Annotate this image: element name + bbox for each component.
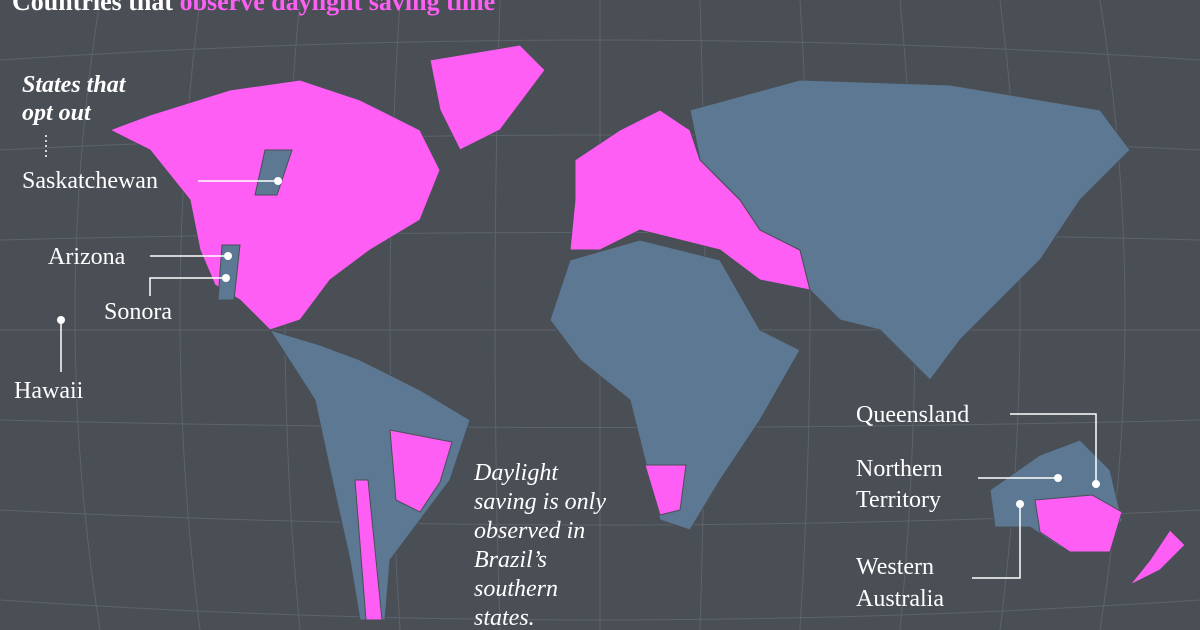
- note-line: states.: [474, 605, 535, 630]
- label-saskatchewan: Saskatchewan: [22, 168, 158, 194]
- arizona-sonora-region: [217, 244, 241, 301]
- greenland: [429, 44, 546, 151]
- asia: [689, 79, 1131, 381]
- note-line: southern: [474, 576, 558, 602]
- label-hawaii: Hawaii: [14, 378, 84, 404]
- label-line: Australia: [856, 586, 944, 612]
- new-zealand: [1129, 529, 1186, 586]
- label-western-australia: Western Australia: [856, 554, 944, 612]
- label-queensland: Queensland: [856, 402, 969, 428]
- north-america: [108, 79, 441, 331]
- label-northern-territory: Northern Territory: [856, 456, 949, 513]
- opt-out-heading: States that opt out: [22, 72, 131, 126]
- brazil-south: [389, 429, 453, 513]
- saskatchewan-region: [254, 149, 293, 196]
- label-sonora: Sonora: [104, 299, 172, 325]
- south-america: [268, 329, 471, 621]
- note-line: Daylight: [473, 460, 559, 486]
- title-lead: Countries that: [12, 0, 173, 16]
- title: Countries that observe daylight saving t…: [12, 0, 495, 16]
- note-line: observed in: [474, 518, 585, 544]
- australia-southeast: [1034, 494, 1123, 553]
- brazil-note: Daylight saving is only observed in Braz…: [473, 460, 612, 630]
- africa: [549, 239, 801, 531]
- label-line: Territory: [856, 487, 941, 513]
- label-line: Northern: [856, 456, 943, 482]
- landmasses: [108, 44, 1186, 621]
- heading-line: opt out: [22, 100, 92, 126]
- title-highlight: observe daylight saving time: [180, 0, 496, 16]
- label-line: Western: [856, 554, 934, 580]
- label-arizona: Arizona: [48, 244, 126, 270]
- chile: [354, 479, 383, 621]
- heading-line: States that: [22, 72, 127, 98]
- namibia: [644, 464, 687, 516]
- note-line: Brazil’s: [474, 547, 547, 573]
- note-line: saving is only: [474, 489, 606, 515]
